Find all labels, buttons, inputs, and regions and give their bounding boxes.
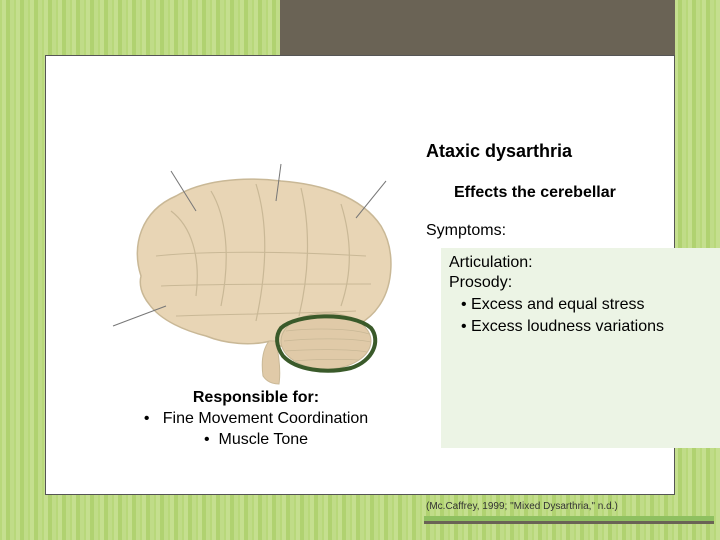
slide-frame: Ataxic dysarthria Effects the cerebellar… [45, 55, 675, 495]
citation: (Mc.Caffrey, 1999; "Mixed Dysarthria," n… [426, 501, 618, 512]
responsible-item: • Fine Movement Coordination [106, 409, 406, 430]
responsible-block: Responsible for: • Fine Movement Coordin… [106, 388, 406, 450]
symptoms-bullet: Excess loudness variations [461, 316, 713, 338]
slide-subtitle: Effects the cerebellar [454, 184, 616, 202]
symptoms-box: Articulation: Prosody: Excess and equal … [441, 248, 720, 448]
bottom-accent-bar [424, 516, 714, 524]
symptoms-label: Symptoms: [426, 222, 506, 240]
symptoms-articulation: Articulation: [449, 254, 713, 272]
symptoms-bullet-list: Excess and equal stress Excess loudness … [449, 294, 713, 337]
responsible-item: • Muscle Tone [106, 430, 406, 451]
responsible-heading: Responsible for: [106, 388, 406, 409]
symptoms-bullet: Excess and equal stress [461, 294, 713, 316]
brain-diagram [101, 156, 411, 396]
symptoms-prosody: Prosody: [449, 274, 713, 292]
slide-title: Ataxic dysarthria [426, 141, 572, 162]
